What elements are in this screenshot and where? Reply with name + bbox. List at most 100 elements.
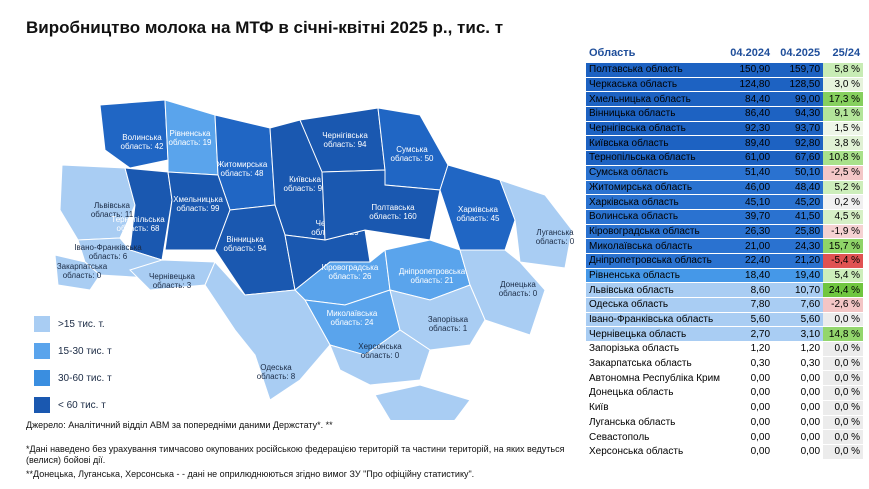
region-label: Чернівецька область: 3 bbox=[149, 272, 195, 290]
table-cell: Рівненська область bbox=[586, 268, 724, 284]
table-cell: 2,70 bbox=[723, 326, 774, 343]
table-cell: 15,7 % bbox=[823, 238, 864, 254]
label-line: область: 99 bbox=[177, 204, 221, 213]
table-cell: 10,8 % bbox=[823, 150, 864, 166]
map-region: Закарпатська область: 0 bbox=[54, 254, 108, 291]
map-region: Чернігівська область: 94 bbox=[299, 107, 386, 173]
region-label: Івано-Франківська область: 6 bbox=[74, 243, 142, 261]
table-cell: 22,40 bbox=[723, 253, 774, 269]
map-region: Полтавська область: 160 bbox=[321, 169, 441, 241]
legend-label: < 60 тис. т bbox=[58, 400, 106, 411]
table-cell: Полтавська область bbox=[586, 63, 724, 78]
table-cell: Закарпатська область bbox=[586, 356, 724, 372]
table-cell: 0,00 bbox=[723, 444, 774, 460]
table-cell: Тернопільська область bbox=[586, 150, 724, 166]
table-row: Чернігівська область 92,30 93,70 1,5 % bbox=[586, 121, 864, 137]
label-line: область: 1 bbox=[429, 324, 468, 333]
table-cell: 0,0 % bbox=[823, 400, 864, 416]
table-cell: 0,0 % bbox=[823, 341, 864, 357]
table-cell: Миколаївська область bbox=[586, 238, 724, 254]
table-cell: Волинська область bbox=[586, 209, 724, 225]
table-row: Чернівецька область 2,70 3,10 14,8 % bbox=[586, 326, 864, 343]
region-shape bbox=[329, 329, 431, 386]
label-line: Чернігівська bbox=[322, 131, 368, 140]
table-cell: 24,30 bbox=[773, 238, 824, 254]
label-line: Луганська bbox=[536, 228, 574, 237]
table-cell: -2,6 % bbox=[823, 297, 864, 313]
region-label: Херсонська область: 0 bbox=[358, 342, 402, 360]
table-cell: 84,40 bbox=[723, 91, 774, 108]
table-row: Севастополь 0,00 0,00 0,0 % bbox=[586, 429, 864, 445]
legend-swatch bbox=[34, 370, 50, 386]
label-line: область: 94 bbox=[224, 244, 268, 253]
map-region: Херсонська область: 0 bbox=[329, 329, 431, 386]
table-cell: 92,30 bbox=[723, 121, 774, 137]
table-cell: 46,00 bbox=[723, 180, 774, 196]
label-line: область: 21 bbox=[411, 276, 455, 285]
table-cell: 0,0 % bbox=[823, 444, 864, 460]
table-cell: 61,00 bbox=[723, 150, 774, 166]
region-label: Рівненська область: 19 bbox=[169, 129, 213, 147]
table-row: Хмельницька область 84,40 99,00 17,3 % bbox=[586, 91, 864, 108]
table-cell: 0,30 bbox=[773, 356, 824, 372]
label-line: область: 0 bbox=[361, 351, 400, 360]
region-label: Тернопільська область: 68 bbox=[111, 215, 165, 233]
label-line: Волинська bbox=[122, 133, 162, 142]
table-cell: -5,4 % bbox=[823, 253, 864, 269]
table-cell: 0,00 bbox=[723, 415, 774, 431]
table-cell: 5,60 bbox=[723, 312, 774, 328]
label-line: Сумська bbox=[396, 145, 428, 154]
region-shape bbox=[499, 179, 573, 269]
table-cell: Вінницька область bbox=[586, 106, 724, 122]
table-cell: Одеська область bbox=[586, 297, 724, 313]
label-line: Кіровоградська bbox=[322, 263, 379, 272]
table-row: Кіровоградська область 26,30 25,80 -1,9 % bbox=[586, 224, 864, 240]
region-label: Чернігівська область: 94 bbox=[322, 131, 368, 149]
table-cell: 0,00 bbox=[773, 385, 824, 401]
table-cell: 67,60 bbox=[773, 150, 824, 166]
table-cell: 50,10 bbox=[773, 165, 824, 181]
table-cell: Київська область bbox=[586, 135, 724, 152]
label-line: Тернопільська bbox=[111, 215, 165, 224]
table-cell: 1,20 bbox=[723, 341, 774, 357]
region-label: Харківська область: 45 bbox=[457, 205, 501, 223]
table-cell: 3,10 bbox=[773, 326, 824, 343]
label-line: область: 50 bbox=[391, 154, 435, 163]
table-cell: 48,40 bbox=[773, 180, 824, 196]
table-cell: 10,70 bbox=[773, 282, 824, 298]
table-row: Рівненська область 18,40 19,40 5,4 % bbox=[586, 268, 864, 284]
table-cell: 0,00 bbox=[773, 370, 824, 387]
table-cell: 0,00 bbox=[773, 444, 824, 460]
label-line: Донецька bbox=[500, 280, 536, 289]
table-cell: 99,00 bbox=[773, 91, 824, 108]
header-cell: 04.2025 bbox=[780, 47, 821, 59]
table-cell: Кіровоградська область bbox=[586, 224, 724, 240]
table-cell: -1,9 % bbox=[823, 224, 864, 240]
table-cell: 9,1 % bbox=[823, 106, 864, 122]
region-label: Луганська область: 0 bbox=[536, 228, 575, 246]
legend-swatch bbox=[34, 343, 50, 359]
table-cell: Житомирська область bbox=[586, 180, 724, 196]
title: Виробництво молока на МТФ в січні-квітні… bbox=[26, 18, 504, 37]
label-line: область: 94 bbox=[324, 140, 368, 149]
map-region: Харківська область: 45 bbox=[439, 164, 516, 251]
table-cell: 94,30 bbox=[773, 106, 824, 122]
region-label: Одеська область: 8 bbox=[257, 363, 296, 381]
table-cell: 45,10 bbox=[723, 194, 774, 210]
table-row: Львівська область 8,60 10,70 24,4 % bbox=[586, 282, 864, 298]
table-cell: 0,30 bbox=[723, 356, 774, 372]
region-label: Сумська область: 50 bbox=[391, 145, 435, 163]
region-label: Закарпатська область: 0 bbox=[57, 262, 108, 280]
table-row: Київська область 89,40 92,80 3,8 % bbox=[586, 135, 864, 152]
legend-label: 15-30 тис. т bbox=[58, 346, 112, 357]
region-label: Запорізька область: 1 bbox=[428, 315, 469, 333]
table-row: Одеська область 7,80 7,60 -2,6 % bbox=[586, 297, 864, 313]
label-line: Харківська bbox=[458, 205, 499, 214]
table-cell: 0,0 % bbox=[823, 370, 864, 387]
table-row: Вінницька область 86,40 94,30 9,1 % bbox=[586, 106, 864, 122]
region-label: Кіровоградська область: 26 bbox=[322, 263, 379, 281]
table-cell: 14,8 % bbox=[823, 326, 864, 343]
table-cell: 8,60 bbox=[723, 282, 774, 298]
